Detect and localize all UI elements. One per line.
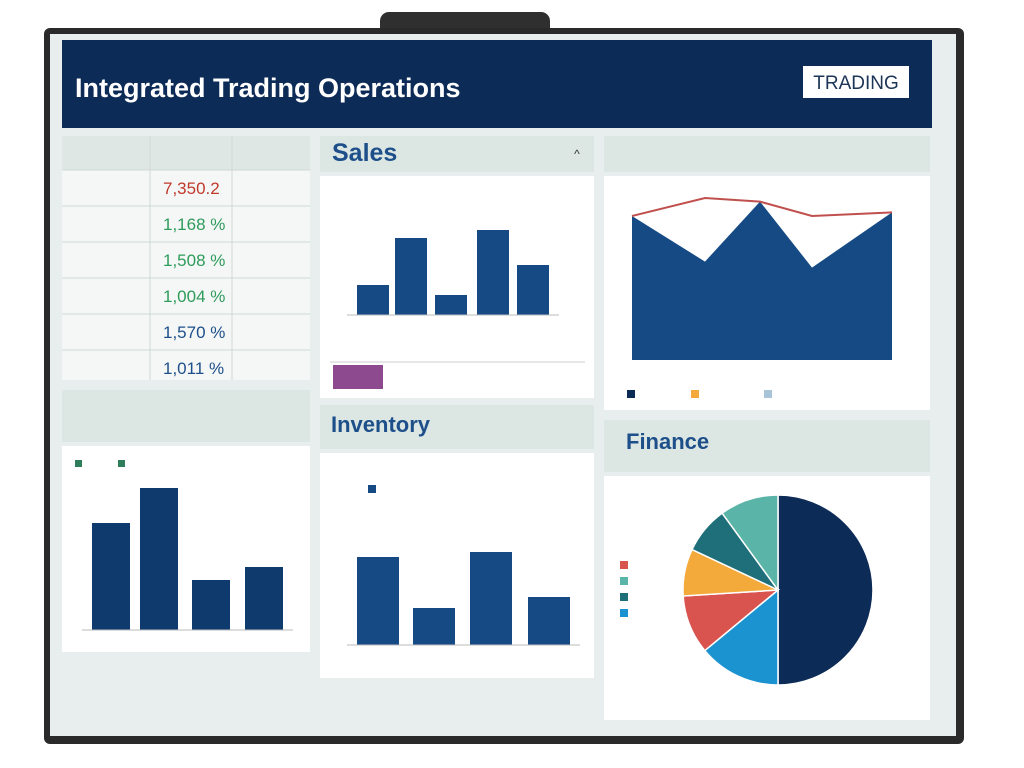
table-panel [62,136,310,380]
bar [413,608,455,645]
inventory-header [320,405,594,449]
bar [357,557,399,645]
table-value: 1,004 % [163,287,225,306]
header-bar [62,40,932,128]
trend-line [631,196,893,218]
inventory-title: Inventory [331,412,431,437]
table-header [62,136,310,170]
sales-header [320,136,594,172]
sales-title: Sales [332,139,397,167]
bar [192,580,230,630]
finance-header [604,420,930,472]
pie-slice [703,588,779,686]
legend-swatch [620,577,628,585]
bar [528,597,570,645]
bar [140,488,178,630]
bar [470,552,512,645]
overview-header [62,390,310,442]
collapse-icon[interactable]: ^ [574,147,580,161]
pie-slice [777,494,874,686]
legend-swatch [368,485,376,493]
table-value: 7,350.2 [163,179,220,198]
header-title: Integrated Trading Operations [75,73,461,103]
sales-legend-swatch [333,365,383,389]
bar [435,295,467,315]
trend-header [604,136,930,172]
area [632,201,892,360]
legend-swatch [627,390,635,398]
bar [245,567,283,630]
table-rows: 7,350.2 1,168 % 1,508 % 1,004 % 1,570 % 1,011… [62,136,310,380]
table-value: 1,570 % [163,323,225,342]
legend-swatch [620,593,628,601]
bar [357,285,389,315]
pie-slice [721,494,779,593]
bar [477,230,509,315]
legend-swatch [118,460,125,467]
badge [803,66,909,98]
table-value: 1,508 % [163,251,225,270]
legend-swatch [620,561,628,569]
bar [395,238,427,315]
legend-swatch [75,460,82,467]
badge-text: TRADING [813,73,899,94]
table-value: 1,168 % [163,215,225,234]
bar [517,265,549,315]
legend-swatch [620,609,628,617]
legend-swatch [691,390,699,398]
bar [92,523,130,630]
finance-title: Finance [626,429,709,454]
legend-swatch [764,390,772,398]
table-value: 1,011 % [163,359,224,378]
